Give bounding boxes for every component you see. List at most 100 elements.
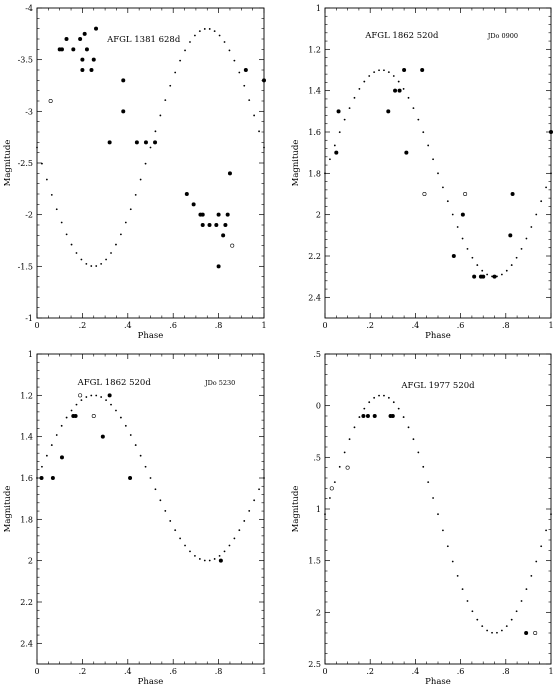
model-curve-point [505, 625, 508, 628]
model-curve-point [333, 481, 336, 484]
observed-point [508, 233, 513, 238]
y-tick-label: 2.2 [308, 252, 321, 261]
model-curve-point [451, 560, 454, 563]
x-tick-label: 0 [322, 667, 327, 676]
model-curve-point [164, 510, 167, 512]
observed-point [80, 57, 85, 62]
model-curve-point [110, 403, 112, 406]
panel-subtitle: JDo 0900 [487, 32, 518, 40]
model-curve-point [324, 172, 326, 175]
model-curve-point [373, 71, 376, 74]
model-curve-point [115, 243, 117, 246]
y-axis-title: Magnitude [291, 486, 301, 533]
model-curve-point [535, 213, 538, 216]
y-tick-label: .5 [313, 453, 321, 462]
model-curve-point [353, 426, 356, 429]
model-curve-point [348, 438, 351, 441]
model-curve-point [248, 99, 251, 102]
observed-point [184, 192, 189, 196]
model-curve-point [70, 243, 73, 246]
x-tick-label: .8 [502, 321, 510, 330]
model-curve-point [238, 529, 241, 532]
observed-point [207, 223, 212, 227]
model-curve-point [228, 544, 231, 547]
observed-point [107, 140, 112, 145]
model-curve-point [500, 273, 503, 276]
light-curve-panel-2: 0 .2 .4 .6 .8 1 1 1.2 1.4 1.6 1.8 2 2.2 2.4 Phase Magni… [291, 4, 554, 341]
model-curve-point [213, 30, 216, 33]
observed-point [386, 109, 391, 114]
open-point [230, 243, 235, 248]
x-tick-label: 1 [261, 321, 266, 330]
observed-point [153, 140, 158, 145]
model-curve-point [437, 513, 439, 516]
model-curve-point [481, 269, 484, 272]
model-curve-point [471, 610, 474, 613]
model-curve-point [432, 497, 434, 499]
model-curve-point [228, 49, 231, 52]
model-curve-point [139, 454, 142, 457]
model-curve-point [154, 130, 157, 133]
model-curve-point [159, 114, 162, 117]
observed-point [225, 212, 230, 217]
model-curve-point [154, 488, 157, 491]
model-curve-point [105, 399, 107, 402]
y-tick-label: 1.4 [20, 433, 33, 442]
model-curve-point [233, 59, 236, 62]
y-tick-label: -2.5 [18, 159, 33, 168]
model-curve-point [41, 162, 43, 165]
model-curve-point [368, 75, 371, 77]
model-curve-point [525, 588, 528, 591]
open-point [463, 192, 468, 197]
model-curve-point [333, 144, 336, 147]
observed-point [80, 68, 85, 72]
observed-point [78, 37, 83, 41]
model-curve-point [486, 629, 489, 632]
observed-point [390, 414, 395, 418]
y-tick-label: 1.8 [308, 169, 321, 178]
x-axis-title: Phase [138, 677, 164, 687]
model-curve-point [159, 499, 162, 502]
model-curve-point [500, 629, 503, 632]
observed-point [227, 171, 232, 176]
model-curve-point [36, 477, 38, 479]
model-curve-point [203, 559, 206, 562]
model-curve-point [368, 401, 371, 404]
model-curve-point [100, 396, 103, 398]
model-curve-point [496, 275, 498, 278]
model-curve-point [189, 550, 191, 553]
y-tick-label: 1.5 [308, 557, 321, 566]
observed-point [82, 31, 87, 36]
y-tick-label: 2 [316, 608, 321, 617]
open-point [329, 486, 334, 491]
y-tick-label: 2.4 [20, 639, 33, 648]
x-tick-label: 0 [34, 321, 39, 330]
x-tick-label: .4 [412, 667, 420, 676]
model-curve-point [105, 258, 107, 261]
observed-point [64, 37, 69, 41]
x-tick-label: .6 [169, 667, 177, 676]
model-curve-point [36, 146, 38, 149]
y-tick-label: -3 [25, 107, 33, 116]
x-tick-label: .2 [366, 667, 374, 676]
y-tick-label: 1.4 [308, 87, 321, 96]
model-curve-point [203, 28, 206, 30]
y-axis-title: Magnitude [291, 140, 301, 187]
y-tick-label: 1.8 [20, 515, 33, 524]
y-tick-label: -4 [25, 4, 33, 13]
model-curve-point [174, 529, 177, 532]
model-curve-point [144, 465, 147, 468]
model-curve-point [417, 118, 420, 121]
model-curve-point [174, 71, 177, 74]
model-curve-point [442, 186, 444, 189]
model-curve-point [258, 488, 260, 491]
observed-point [214, 223, 219, 227]
model-curve-point [476, 264, 479, 266]
model-curve-point [540, 545, 543, 548]
model-curve-point [397, 80, 400, 83]
model-curve-point [184, 49, 186, 52]
observed-point [336, 109, 341, 114]
model-curve-point [353, 96, 356, 99]
model-curve-point [446, 200, 449, 203]
model-curve-point [545, 186, 547, 189]
